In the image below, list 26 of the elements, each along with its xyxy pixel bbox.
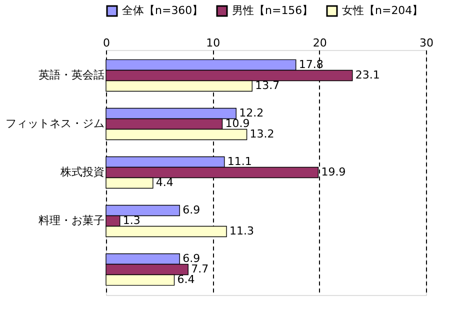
data-label: 4.4 xyxy=(156,176,174,190)
data-label: 6.9 xyxy=(182,204,200,217)
x-tick-label: 20 xyxy=(312,36,327,50)
data-label: 10.9 xyxy=(225,116,250,130)
y-tick-label: 株式投資 xyxy=(60,166,104,178)
data-label: 17.8 xyxy=(298,58,324,71)
legend-label: 全体【n=360】 xyxy=(122,4,204,17)
data-label: 13.7 xyxy=(255,78,280,92)
data-label: 7.7 xyxy=(191,262,209,276)
x-tick-label: 30 xyxy=(420,36,434,50)
x-tick-label: 0 xyxy=(103,36,110,50)
data-label: 1.3 xyxy=(122,214,140,228)
y-tick-label: 料理・お菓子 xyxy=(38,214,104,228)
data-label: 19.9 xyxy=(321,166,346,178)
y-tick-label: 英語・英会話 xyxy=(38,68,104,82)
legend-label: 男性【n=156】 xyxy=(232,4,314,17)
legend-label: 女性【n=204】 xyxy=(342,4,424,17)
data-label: 12.2 xyxy=(239,106,264,120)
data-label: 11.1 xyxy=(227,154,252,168)
data-label: 6.4 xyxy=(177,273,195,286)
data-label: 23.1 xyxy=(355,68,380,82)
y-tick-label: フィットネス・ジム xyxy=(6,116,104,130)
data-label: 13.2 xyxy=(250,127,274,140)
data-label: 6.9 xyxy=(182,252,200,266)
data-label: 11.3 xyxy=(230,224,254,238)
x-tick-label: 10 xyxy=(206,36,220,50)
